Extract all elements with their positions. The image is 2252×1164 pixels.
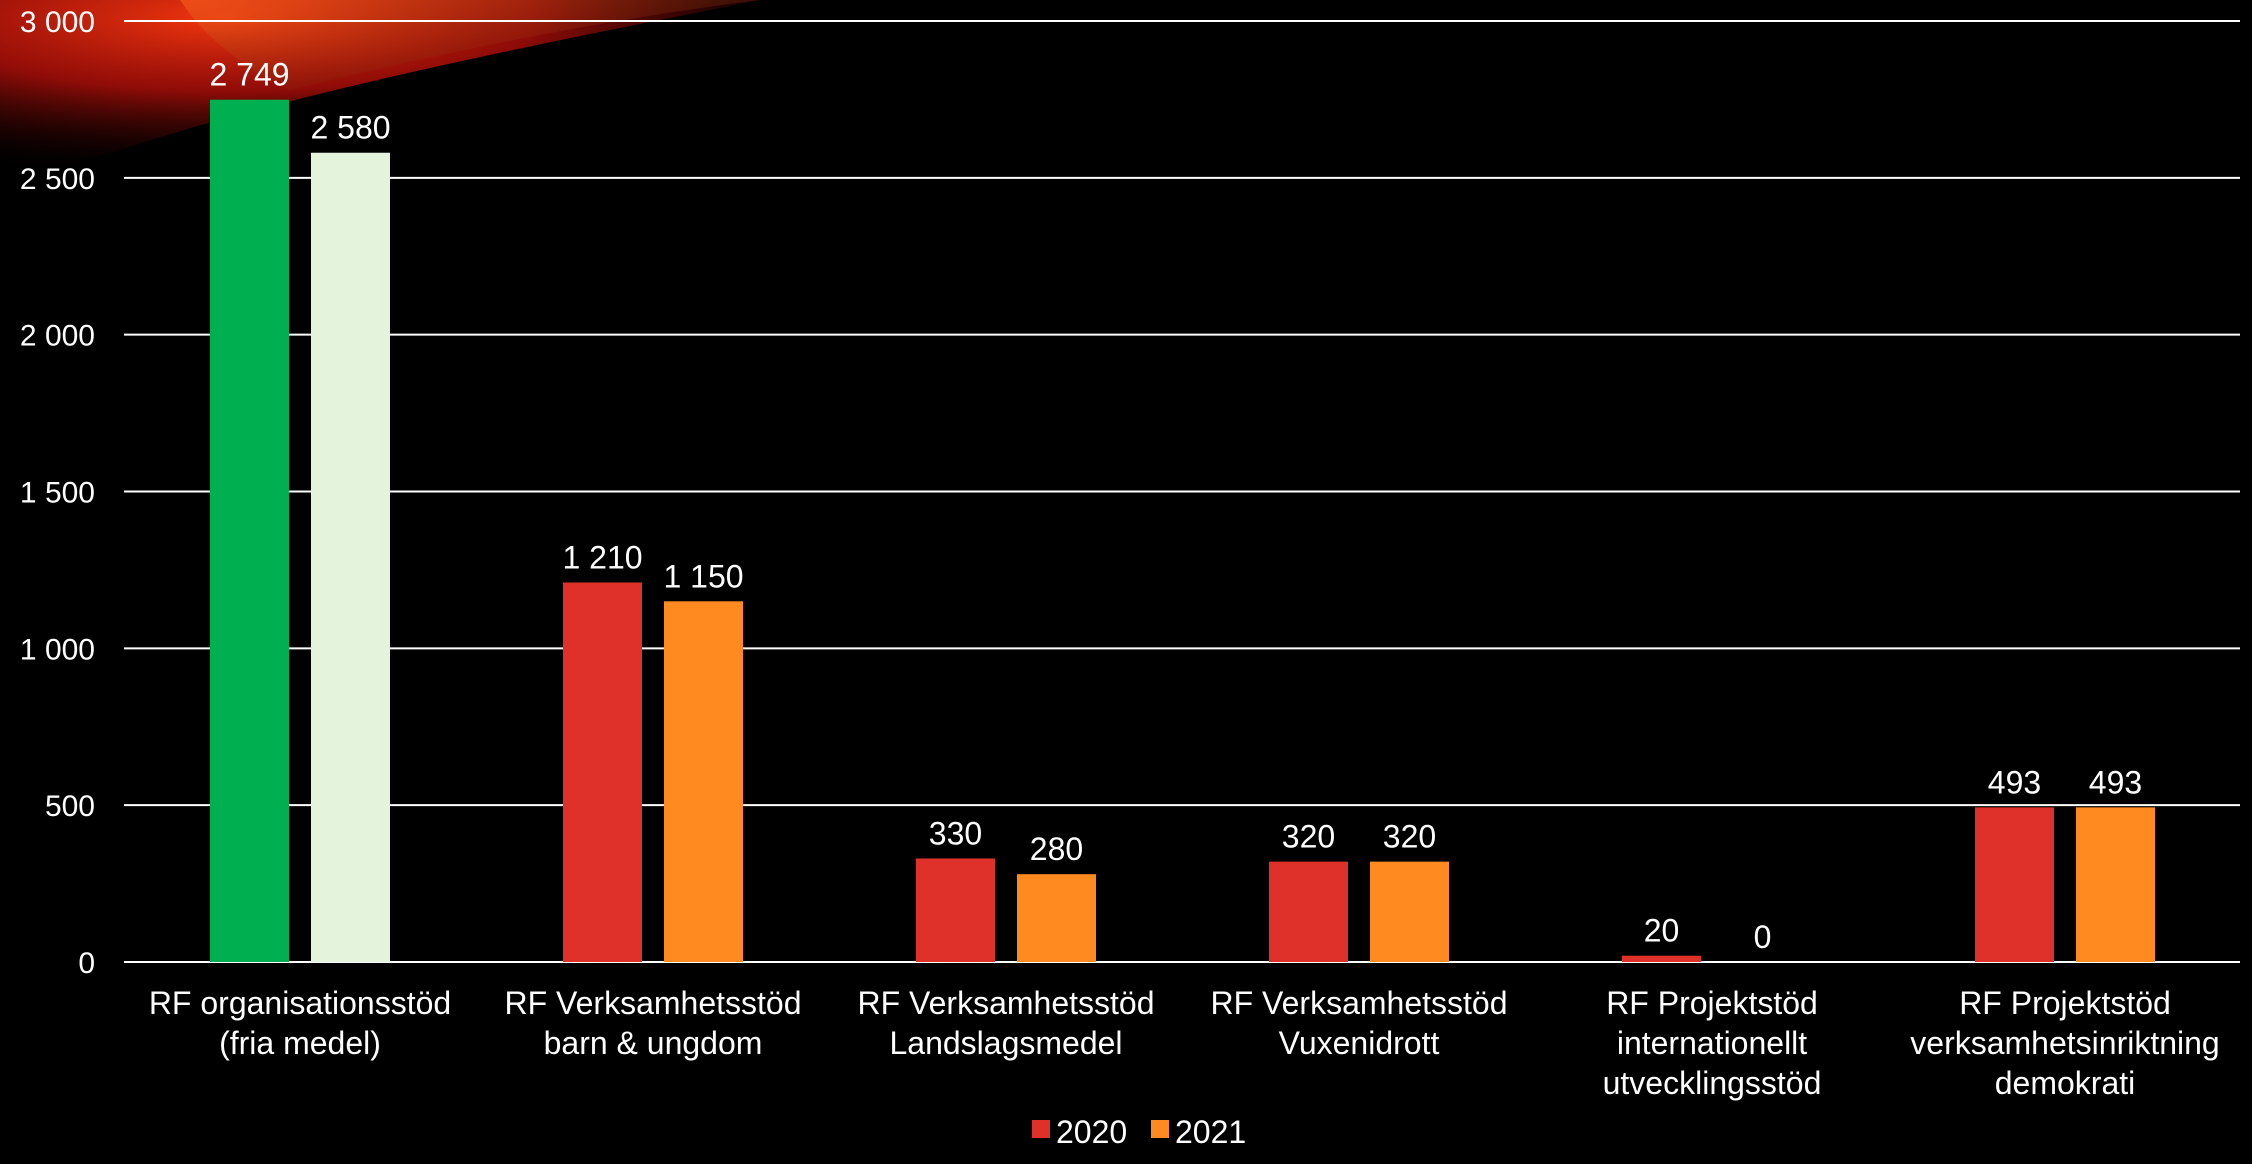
y-tick-label: 1 000 xyxy=(20,633,95,666)
bar-2020-3 xyxy=(916,858,995,962)
data-label: 320 xyxy=(1282,819,1335,855)
bar-2020-4 xyxy=(1269,861,1348,962)
data-label: 330 xyxy=(929,815,982,851)
y-tick-label: 500 xyxy=(45,790,95,823)
legend-swatch-2020 xyxy=(1032,1120,1050,1138)
category-label: RF Verksamhetsstöd barn & ungdom xyxy=(505,985,802,1061)
legend-label: 2021 xyxy=(1175,1114,1246,1150)
legend-label: 2020 xyxy=(1056,1114,1127,1150)
bars xyxy=(210,99,2155,963)
y-tick-label: 1 500 xyxy=(20,477,95,510)
data-labels: 2 749 2 580 1 210 1 150 330 280 320 320 20 0 493 49… xyxy=(209,57,2142,955)
category-label: RF organisationsstöd (fria medel) xyxy=(149,985,451,1061)
data-label: 20 xyxy=(1644,913,1680,949)
background-streak xyxy=(180,0,760,90)
data-label: 280 xyxy=(1030,831,1083,867)
gridlines xyxy=(124,20,2240,963)
bar-2021-4 xyxy=(1370,861,1449,962)
legend: 2020 2021 xyxy=(1032,1114,1246,1150)
bar-2021-1 xyxy=(311,152,390,963)
data-label: 2 580 xyxy=(310,110,390,146)
category-label: RF Projektstöd internationellt utvecklings… xyxy=(1603,985,1822,1101)
data-label: 320 xyxy=(1383,819,1436,855)
data-label: 0 xyxy=(1754,919,1772,955)
data-label: 1 150 xyxy=(663,558,743,594)
category-labels: RF organisationsstöd (fria medel) RF Verks… xyxy=(149,985,2220,1101)
bar-2020-6 xyxy=(1975,807,2054,962)
data-label: 493 xyxy=(1988,764,2041,800)
category-label: RF Verksamhetsstöd Landslagsmedel xyxy=(858,985,1155,1061)
background-glow xyxy=(0,0,760,180)
bar-2020-5 xyxy=(1622,955,1701,962)
category-label: RF Verksamhetsstöd Vuxenidrott xyxy=(1211,985,1508,1061)
y-tick-label: 0 xyxy=(78,947,95,980)
y-tick-label: 2 500 xyxy=(20,163,95,196)
bar-2020-2 xyxy=(563,582,642,962)
y-tick-label: 2 000 xyxy=(20,320,95,353)
data-label: 493 xyxy=(2089,764,2142,800)
legend-swatch-2021 xyxy=(1151,1120,1169,1138)
y-axis-tick-labels: 0 500 1 000 1 500 2 000 2 500 3 000 xyxy=(20,6,95,980)
bar-2021-6 xyxy=(2076,807,2155,962)
category-label: RF Projektstöd verksamhetsinriktning demok… xyxy=(1910,985,2219,1101)
bar-2020-1 xyxy=(210,99,289,962)
data-label: 1 210 xyxy=(562,539,642,575)
bar-2021-3 xyxy=(1017,874,1096,962)
y-tick-label: 3 000 xyxy=(20,6,95,39)
bar-2021-2 xyxy=(664,601,743,962)
data-label: 2 749 xyxy=(209,57,289,93)
